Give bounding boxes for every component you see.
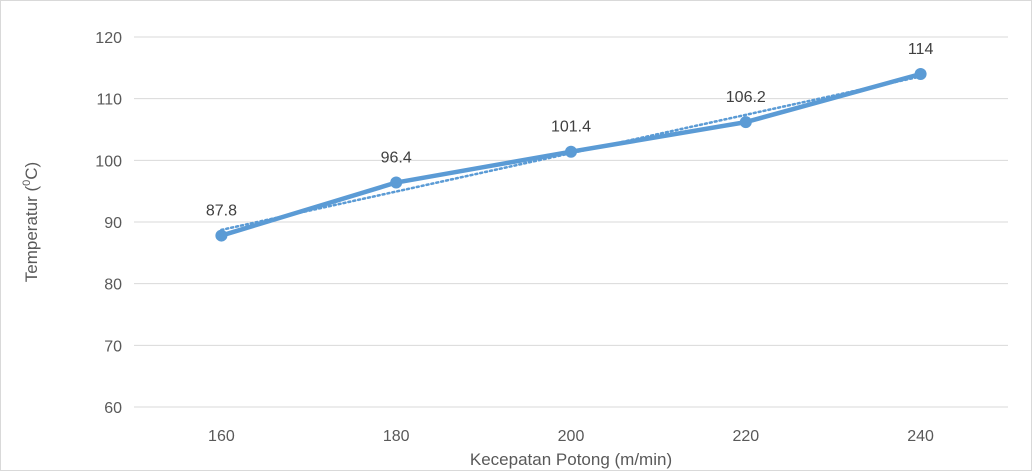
gridlines [134, 36, 1008, 408]
x-tick-label: 220 [732, 428, 759, 445]
x-tick-label: 160 [208, 428, 235, 445]
x-tick-label: 200 [558, 428, 585, 445]
x-tick-label: 180 [383, 428, 410, 445]
y-tick-label: 80 [104, 277, 122, 294]
data-label: 96.4 [381, 150, 412, 167]
data-label: 101.4 [551, 119, 591, 136]
y-axis-title-prefix: Temperatur ( [22, 186, 41, 283]
data-point [914, 68, 927, 80]
y-tick-label: 60 [104, 400, 122, 417]
data-labels: 87.8 96.4 101.4 106.2 114 [206, 41, 934, 220]
y-tick-label: 90 [104, 215, 122, 232]
data-point [565, 145, 577, 158]
x-axis-title: Kecepatan Potong (m/min) [470, 450, 672, 469]
data-point [390, 176, 403, 189]
y-tick-label: 100 [95, 153, 122, 170]
data-label: 87.8 [206, 203, 237, 220]
data-label: 106.2 [726, 89, 766, 106]
y-axis-title: Temperatur (0C) [21, 162, 41, 282]
data-point [739, 116, 752, 129]
y-axis-title-suffix: C) [22, 162, 41, 180]
y-tick-label: 110 [96, 92, 122, 109]
y-tick-label: 70 [104, 338, 122, 355]
x-tick-label: 240 [907, 428, 934, 445]
y-tick-label: 120 [95, 30, 122, 47]
data-label: 114 [908, 41, 934, 58]
data-point [215, 229, 228, 242]
y-axis-title-superscript: 0 [21, 180, 33, 186]
axes: 60 70 80 90 100 110 120 160 180 200 220 240 [95, 30, 934, 445]
series-group [215, 68, 927, 242]
